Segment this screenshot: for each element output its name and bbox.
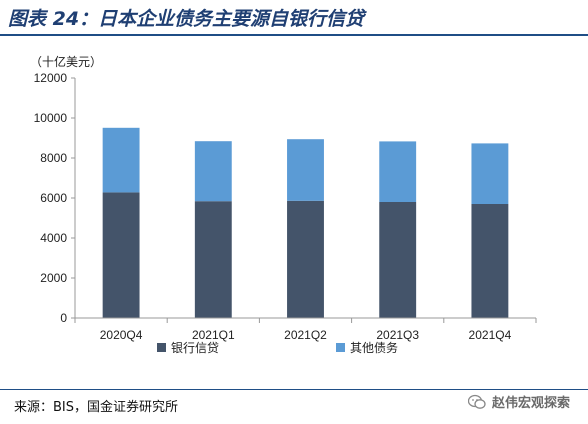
- bar-segment-bank-credit: [102, 192, 140, 318]
- y-tick-label: 2000: [40, 271, 67, 285]
- y-tick-label: 12000: [34, 71, 68, 85]
- watermark: 赵伟宏观探索: [467, 392, 570, 411]
- bar-segment-other-debt: [194, 141, 232, 202]
- legend-swatch: [336, 343, 345, 352]
- title-divider: [0, 34, 588, 36]
- x-tick-label: 2020Q4: [100, 328, 143, 342]
- legend-swatch: [157, 343, 166, 352]
- figure-title: 图表 24：日本企业债务主要源自银行信贷: [8, 8, 365, 30]
- x-tick-label: 2021Q4: [469, 328, 512, 342]
- bar-segment-other-debt: [379, 141, 417, 202]
- x-axis: 2020Q4 2021Q1 2021Q2 2021Q3 2021Q4: [74, 317, 537, 342]
- bar-segment-bank-credit: [379, 202, 417, 318]
- legend: 银行信贷 其他债务: [157, 340, 398, 355]
- x-tick-label: 2021Q3: [376, 328, 419, 342]
- x-tick-label: 2021Q2: [284, 328, 327, 342]
- bar-segment-other-debt: [287, 139, 324, 201]
- bars-group: [102, 127, 509, 318]
- watermark-text: 赵伟宏观探索: [491, 396, 570, 411]
- stacked-bar-chart: （十亿美元） 0 2000 4000 6000 8000 10000 12000 2020Q…: [30, 54, 537, 355]
- y-tick-label: 0: [60, 311, 67, 325]
- bar-segment-bank-credit: [194, 201, 232, 318]
- source-note: 来源：BIS，国金证券研究所: [14, 400, 179, 415]
- bar-segment-other-debt: [471, 143, 509, 204]
- y-axis-ticks: 0 2000 4000 6000 8000 10000 12000: [34, 71, 76, 325]
- bar-segment-bank-credit: [471, 204, 509, 318]
- legend-label: 银行信贷: [171, 341, 219, 355]
- y-tick-label: 4000: [40, 231, 67, 245]
- legend-label: 其他债务: [350, 340, 398, 355]
- y-tick-label: 10000: [34, 111, 68, 125]
- wechat-icon: [467, 394, 486, 409]
- bar-segment-other-debt: [102, 127, 140, 193]
- y-tick-label: 6000: [40, 191, 67, 205]
- y-tick-label: 8000: [40, 151, 67, 165]
- bar-segment-bank-credit: [287, 200, 324, 318]
- y-axis-unit-label: （十亿美元）: [30, 54, 102, 69]
- x-tick-label: 2021Q1: [192, 328, 235, 342]
- footer-divider: [0, 389, 588, 390]
